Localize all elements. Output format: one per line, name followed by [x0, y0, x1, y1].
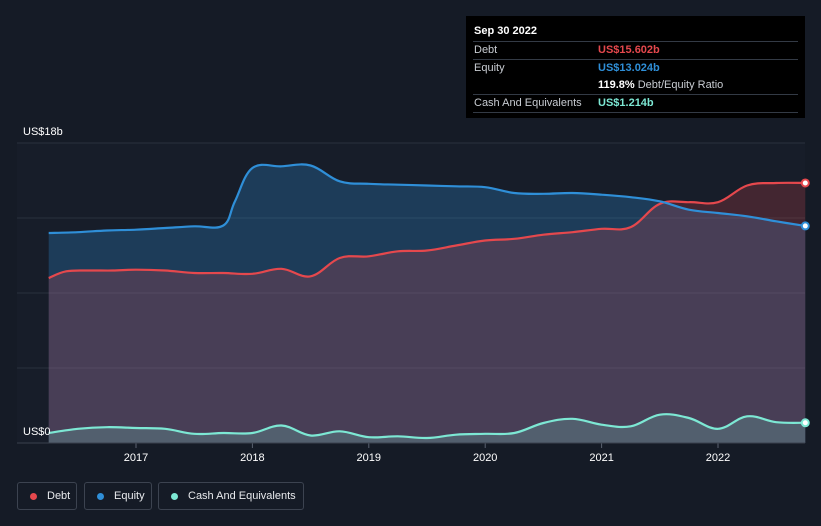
tooltip-value-ratio: 119.8%: [598, 79, 635, 91]
series-areas: [48, 164, 806, 444]
equity-line: [48, 163, 806, 235]
x-tick-label-2022: 2022: [706, 452, 730, 464]
x-tick-label-2019: 2019: [357, 452, 381, 464]
tooltip-value-debt: US$15.602b: [598, 44, 660, 56]
cash-end-marker: [800, 418, 810, 428]
equity-dot-icon: [97, 492, 104, 500]
tooltip-date: Sep 30 2022: [474, 25, 537, 37]
tooltip-ratio-caption: Debt/Equity Ratio: [637, 79, 724, 91]
tooltip-value-cash: US$1.214b: [598, 97, 654, 109]
x-tick-label-2021: 2021: [589, 452, 613, 464]
grid-lines: [17, 142, 805, 444]
legend-item-cash[interactable]: Cash And Equivalents: [158, 482, 304, 510]
debt-line: [48, 181, 806, 280]
hover-tooltip: Sep 30 2022 Debt US$15.602b Equity US$13…: [466, 16, 805, 118]
debt-area: [48, 182, 806, 444]
cash-dot-icon: [171, 492, 178, 500]
tooltip-label-cash: Cash And Equivalents: [474, 97, 582, 109]
x-tick-label-2020: 2020: [473, 452, 497, 464]
series-end-markers: [800, 178, 810, 428]
series-lines: [48, 163, 806, 440]
y-axis-top-label: US$18b: [23, 126, 63, 138]
tooltip-row-cash: Cash And Equivalents US$1.214b: [473, 94, 798, 113]
tooltip-label-ratio: [473, 77, 598, 94]
tooltip-row-debt: Debt US$15.602b: [473, 41, 798, 59]
tooltip-label-debt: Debt: [474, 44, 498, 56]
legend-item-debt[interactable]: Debt: [17, 482, 77, 510]
y-axis-bottom-label: US$0: [23, 426, 51, 438]
debt-end-marker: [800, 178, 810, 188]
legend-label-equity: Equity: [114, 490, 145, 502]
tooltip-row-ratio: 119.8% Debt/Equity Ratio: [473, 77, 798, 94]
x-tick-label-2017: 2017: [124, 452, 148, 464]
legend-label-cash: Cash And Equivalents: [188, 490, 296, 502]
x-axis-ticks: 2017 2018 2019 2020 2021 2022: [17, 442, 805, 464]
cash-line: [48, 413, 806, 440]
tooltip-value-equity: US$13.024b: [598, 62, 660, 74]
equity-area: [48, 164, 806, 443]
cash-area: [48, 414, 806, 443]
equity-end-marker: [800, 221, 810, 231]
legend-item-equity[interactable]: Equity: [84, 482, 152, 510]
legend-label-debt: Debt: [47, 490, 71, 502]
x-tick-label-2018: 2018: [240, 452, 264, 464]
tooltip-row-equity: Equity US$13.024b: [473, 59, 798, 77]
tooltip-label-equity: Equity: [474, 62, 505, 74]
debt-dot-icon: [30, 492, 37, 500]
